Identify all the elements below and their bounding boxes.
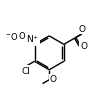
Text: N$^{+}$: N$^{+}$: [26, 33, 39, 45]
Text: Cl: Cl: [21, 67, 30, 76]
Text: O: O: [18, 32, 25, 41]
Text: $^{-}$O: $^{-}$O: [5, 31, 19, 42]
Text: O: O: [78, 25, 85, 34]
Text: O: O: [80, 42, 87, 51]
Text: O: O: [50, 75, 57, 84]
Text: $\mathregular{NO_2}$: $\mathregular{NO_2}$: [3, 32, 24, 46]
